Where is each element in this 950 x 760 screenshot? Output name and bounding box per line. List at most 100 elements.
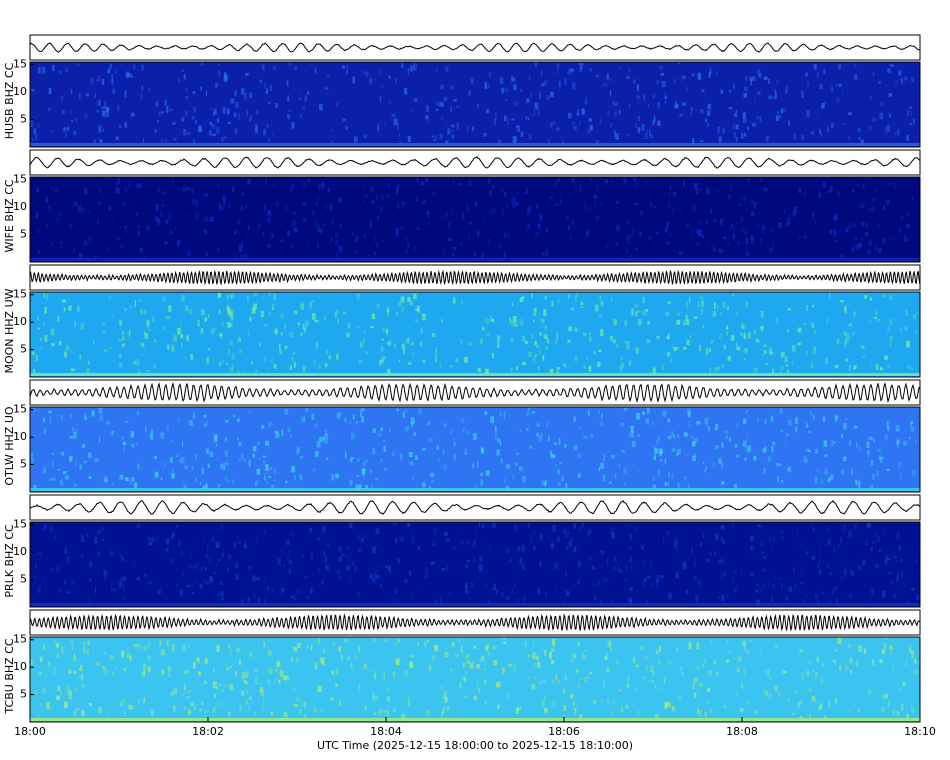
spectrogram-speckle — [261, 64, 265, 71]
spectrogram-speckle — [221, 137, 224, 142]
spectrogram-speckle — [526, 412, 529, 416]
spectrogram-speckle — [206, 421, 208, 427]
spectrogram-speckle — [363, 187, 366, 191]
spectrogram-speckle — [166, 425, 169, 432]
spectrogram-speckle — [845, 358, 848, 362]
spectrogram-speckle — [720, 525, 725, 530]
spectrogram-speckle — [768, 581, 770, 588]
spectrogram-speckle — [843, 524, 846, 530]
spectrogram-speckle — [793, 206, 798, 213]
spectrogram-speckle — [442, 214, 445, 219]
spectrogram-speckle — [763, 344, 768, 348]
spectrogram-speckle — [292, 220, 296, 226]
spectrogram-speckle — [858, 565, 863, 570]
spectrogram-speckle — [228, 203, 231, 208]
spectrogram-speckle — [757, 91, 761, 95]
spectrogram-speckle — [416, 305, 421, 313]
spectrogram-speckle — [193, 139, 195, 145]
spectrogram-speckle — [584, 677, 587, 683]
spectrogram-speckle — [158, 111, 161, 116]
spectrogram-speckle — [668, 254, 670, 258]
spectrogram-speckle — [760, 236, 763, 244]
spectrogram-speckle — [466, 541, 469, 546]
spectrogram-speckle — [629, 241, 634, 245]
spectrogram-speckle — [885, 637, 887, 640]
spectrogram-speckle — [589, 68, 592, 72]
spectrogram-speckle — [671, 447, 676, 453]
spectrogram-speckle — [466, 204, 469, 211]
spectrogram-speckle — [869, 297, 872, 301]
spectrogram-speckle — [48, 662, 51, 667]
spectrogram-speckle — [427, 116, 429, 123]
spectrogram-speckle — [655, 650, 659, 655]
spectrogram-speckle — [43, 428, 47, 434]
y-tick-label: 15 — [13, 173, 27, 186]
spectrogram-speckle — [431, 655, 435, 662]
spectrogram-speckle — [642, 123, 645, 131]
spectrogram-speckle — [103, 569, 107, 576]
spectrogram-speckle — [840, 577, 844, 580]
spectrogram-speckle — [143, 646, 147, 651]
spectrogram-speckle — [836, 212, 838, 218]
spectrogram-speckle — [183, 128, 187, 136]
spectrogram-speckle — [425, 115, 429, 120]
spectrogram-speckle — [534, 340, 537, 345]
spectrogram-speckle — [830, 185, 833, 192]
spectrogram-speckle — [33, 369, 35, 373]
spectrogram-speckle — [808, 431, 812, 434]
spectrogram-speckle — [221, 321, 224, 326]
spectrogram-speckle — [31, 458, 35, 463]
spectrogram-speckle — [767, 78, 771, 84]
spectrogram-speckle — [264, 83, 266, 89]
spectrogram-speckle — [102, 538, 105, 541]
spectrogram-speckle — [129, 329, 131, 336]
spectrogram-speckle — [375, 194, 378, 201]
spectrogram-speckle — [365, 193, 367, 199]
y-tick-label: 5 — [20, 113, 27, 126]
spectrogram-speckle — [458, 639, 461, 642]
x-tick-label: 18:10 — [904, 725, 936, 738]
spectrogram-speckle — [34, 690, 38, 694]
spectrogram-speckle — [521, 545, 526, 553]
spectrogram-speckle — [489, 544, 491, 550]
spectrogram-speckle — [302, 202, 307, 205]
spectrogram-speckle — [519, 319, 524, 326]
spectrogram-speckle — [629, 556, 632, 562]
spectrogram-speckle — [164, 99, 167, 107]
spectrogram-speckle — [474, 695, 478, 700]
spectrogram-speckle — [906, 224, 911, 228]
spectrogram-speckle — [318, 228, 323, 232]
spectrogram-speckle — [485, 645, 489, 652]
spectrogram-speckle — [397, 638, 400, 643]
spectrogram-speckle — [465, 654, 470, 659]
spectrogram-speckle — [766, 690, 769, 697]
x-tick-label: 18:00 — [14, 725, 46, 738]
spectrogram-speckle — [631, 228, 635, 236]
spectrogram-speckle — [613, 319, 618, 326]
spectrogram-speckle — [369, 573, 373, 580]
spectrogram-speckle — [241, 453, 244, 460]
spectrogram-speckle — [878, 455, 880, 461]
spectrogram-speckle — [299, 473, 302, 480]
spectrogram-speckle — [690, 436, 694, 440]
spectrogram-speckle — [591, 566, 595, 570]
spectrogram-speckle — [237, 418, 240, 422]
spectrogram-speckle — [316, 441, 321, 448]
spectrogram-speckle — [267, 650, 272, 656]
spectrogram-speckle — [687, 408, 691, 415]
spectrogram-speckle — [635, 122, 637, 128]
spectrogram-speckle — [687, 411, 691, 418]
spectrogram-speckle — [664, 96, 668, 100]
spectrogram-speckle — [136, 411, 139, 416]
spectrogram-speckle — [438, 458, 440, 461]
spectrogram-speckle — [267, 476, 272, 479]
spectrogram-speckle — [646, 339, 651, 344]
spectrogram-speckle — [801, 566, 803, 574]
spectrogram-speckle — [96, 110, 99, 113]
spectrogram-speckle — [374, 696, 378, 701]
spectrogram-speckle — [583, 365, 586, 369]
spectrogram-speckle — [97, 201, 102, 205]
spectrogram-speckle — [54, 187, 58, 193]
spectrogram-speckle — [556, 178, 561, 183]
spectrogram-speckle — [785, 595, 789, 601]
